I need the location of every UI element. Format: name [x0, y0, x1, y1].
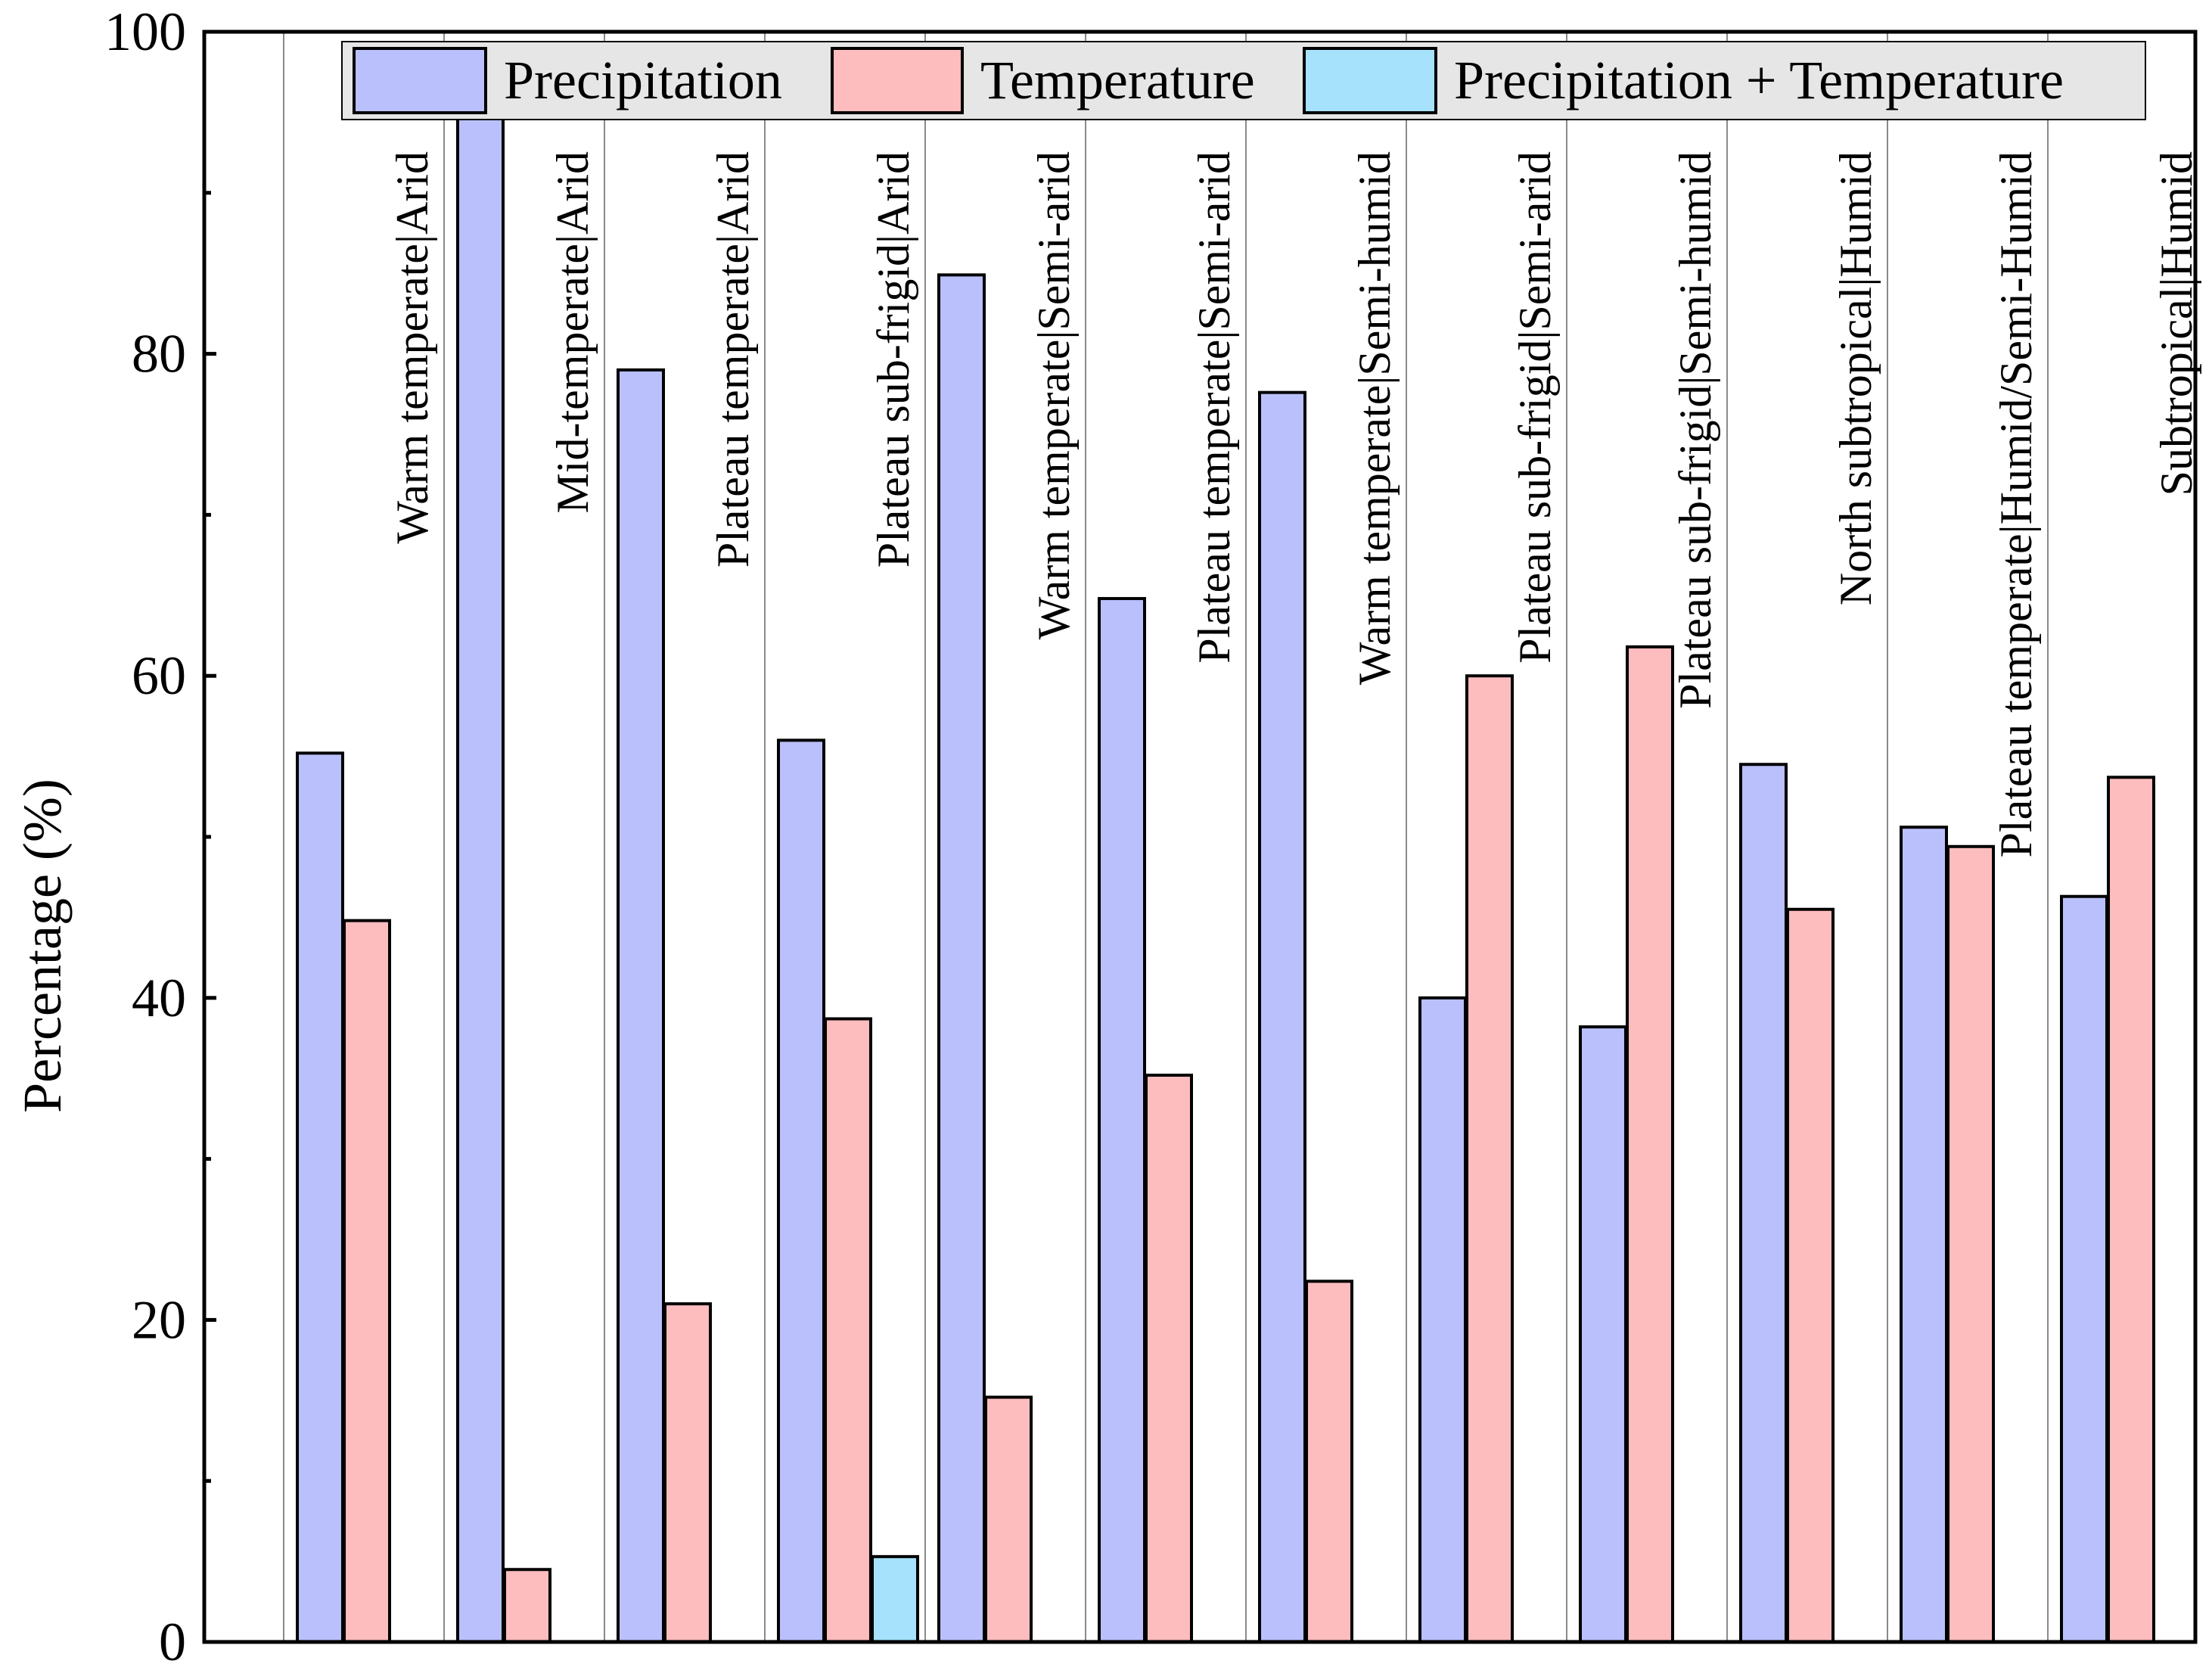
bar-temperature-1 — [343, 919, 391, 1643]
bar-temperature-4 — [824, 1017, 872, 1643]
y-tick-label: 20 — [132, 1289, 186, 1350]
legend: Precipitation Temperature Precipitation + … — [341, 41, 2146, 120]
bar-precipitation-8 — [1418, 996, 1467, 1644]
bar-precipitation-temperature-4 — [871, 1555, 919, 1644]
y-tick-label: 0 — [159, 1612, 186, 1672]
bar-temperature-9 — [1626, 645, 1674, 1643]
bar-temperature-2 — [503, 1568, 551, 1643]
category-labels: Warm temperate|Arid Mid-temperate|Arid Pla… — [387, 151, 2201, 857]
category-label: Plateau temperate|Semi-arid — [1189, 151, 1239, 664]
y-tick-label: 60 — [132, 645, 186, 706]
bar-precipitation-9 — [1579, 1025, 1627, 1643]
category-label: Plateau sub-frigid|Semi-humid — [1670, 151, 1720, 709]
bar-precipitation-1 — [296, 751, 344, 1643]
bar-precipitation-12 — [2060, 894, 2108, 1643]
category-label: Warm temperate|Arid — [387, 151, 437, 544]
bar-precipitation-5 — [937, 273, 986, 1643]
bar-precipitation-3 — [617, 368, 665, 1643]
category-label: Mid-temperate|Arid — [548, 151, 598, 514]
legend-box — [341, 41, 2146, 120]
bar-temperature-12 — [2107, 776, 2155, 1643]
group-separators — [283, 32, 2049, 1642]
bar-temperature-6 — [1145, 1073, 1193, 1643]
category-label: Subtropical|Humid — [2151, 151, 2201, 496]
category-label: Warm temperate|Semi-arid — [1029, 151, 1079, 639]
bar-temperature-11 — [1946, 844, 1995, 1643]
legend-swatch — [1303, 47, 1437, 114]
bar-precipitation-10 — [1739, 763, 1788, 1643]
bar-temperature-10 — [1786, 907, 1835, 1643]
legend-swatch — [353, 47, 487, 114]
bar-precipitation-6 — [1098, 597, 1146, 1643]
y-tick-label: 100 — [104, 2, 186, 62]
category-label: Plateau sub-frigid|Arid — [868, 151, 918, 567]
category-label: Plateau temperate|Arid — [708, 151, 758, 567]
category-label: Plateau temperate|Humid/Semi-Humid — [1991, 151, 2041, 857]
category-label: North subtropical|Humid — [1831, 151, 1881, 605]
bar-precipitation-11 — [1900, 826, 1948, 1643]
legend-label: Precipitation + Temperature — [1454, 50, 2064, 110]
category-label: Warm temperate|Semi-humid — [1350, 151, 1400, 685]
bar-precipitation-4 — [777, 738, 825, 1644]
axes: 0 20 40 60 80 100 — [104, 2, 2198, 1672]
legend-label: Precipitation — [504, 50, 782, 110]
legend-swatch — [831, 47, 964, 114]
bar-precipitation-7 — [1258, 390, 1306, 1643]
bar-temperature-5 — [984, 1395, 1033, 1643]
y-axis-label: Percentage (%) — [12, 779, 73, 1113]
category-label: Plateau sub-frigid|Semi-arid — [1510, 151, 1560, 664]
legend-label: Temperature — [980, 50, 1255, 110]
y-tick-label: 80 — [132, 324, 186, 384]
bar-temperature-7 — [1305, 1280, 1353, 1643]
y-tick-label: 40 — [132, 968, 186, 1028]
bar-temperature-3 — [663, 1302, 712, 1643]
bar-temperature-8 — [1465, 674, 1514, 1644]
bar-precipitation-2 — [456, 102, 505, 1643]
